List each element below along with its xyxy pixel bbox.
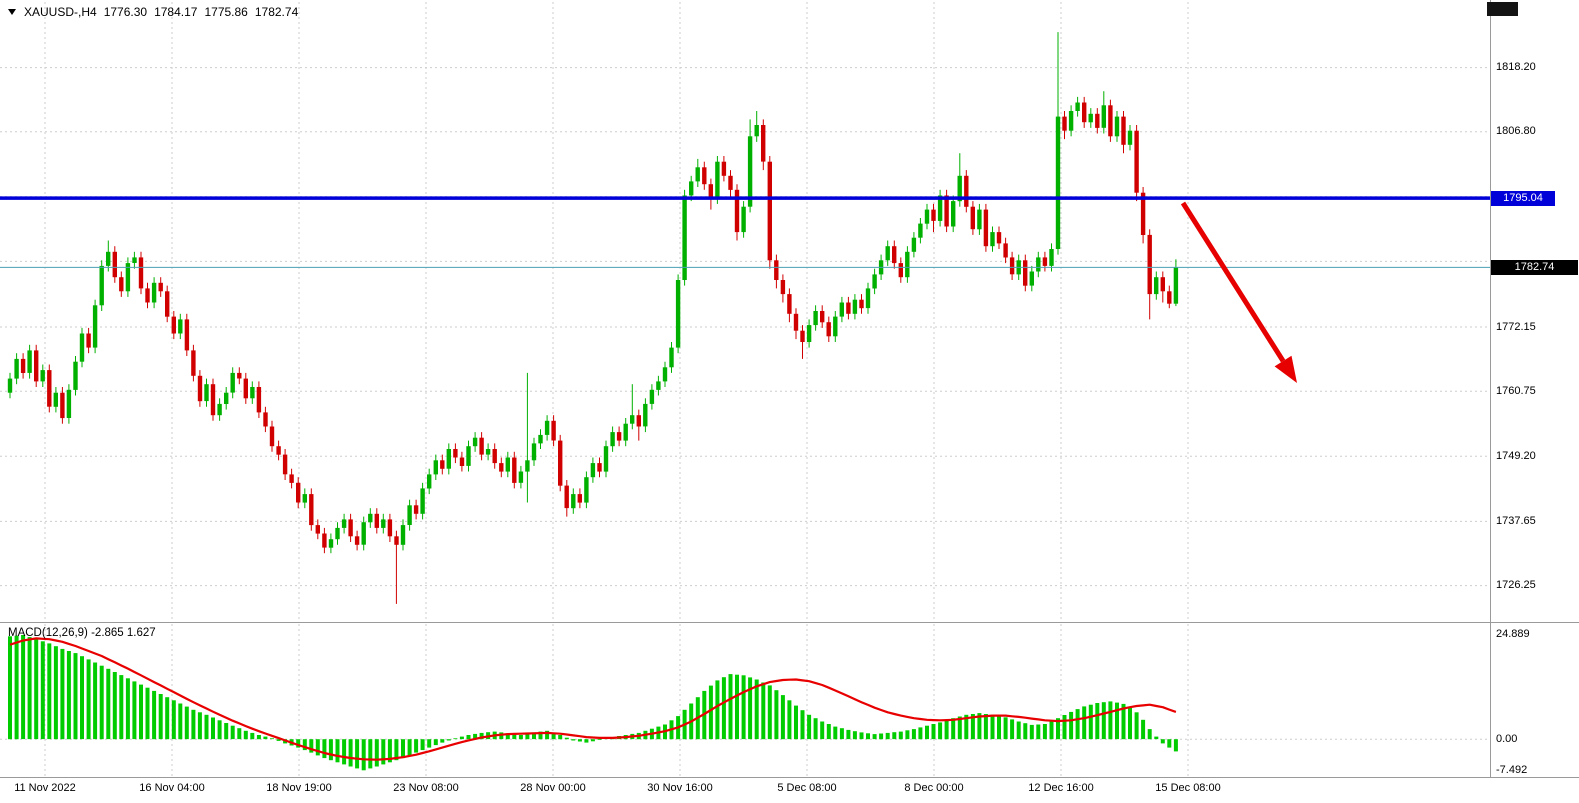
price-tick-label: 1726.25 — [1496, 579, 1536, 592]
date-tick-label: 28 Nov 00:00 — [520, 782, 586, 794]
macd-name: MACD(12,26,9) — [8, 627, 88, 639]
date-tick-label: 5 Dec 08:00 — [777, 782, 837, 794]
date-tick-label: 16 Nov 04:00 — [139, 782, 205, 794]
date-tick-label: 12 Dec 16:00 — [1028, 782, 1094, 794]
macd-values: -2.865 1.627 — [91, 627, 156, 639]
price-tick-label: 1818.20 — [1496, 61, 1536, 74]
price-tick-label: 1737.65 — [1496, 514, 1536, 527]
date-tick-label: 30 Nov 16:00 — [647, 782, 713, 794]
date-tick-label: 15 Dec 08:00 — [1155, 782, 1221, 794]
chart-header: XAUUSD-,H4 1776.30 1784.17 1775.86 1782.… — [8, 5, 298, 19]
macd-tick-label: -7.492 — [1496, 764, 1528, 777]
price-axis-separator — [1490, 0, 1491, 777]
price-tick-label: 1760.75 — [1496, 384, 1536, 397]
symbol-timeframe-label: XAUUSD-,H4 — [24, 5, 97, 19]
date-tick-label: 8 Dec 00:00 — [904, 782, 964, 794]
macd-tick-label: 0.00 — [1496, 732, 1518, 745]
date-tick-label: 23 Nov 08:00 — [393, 782, 459, 794]
trend-arrow[interactable] — [1180, 201, 1297, 383]
price-tick-label: 1806.80 — [1496, 125, 1536, 138]
price-tick-label: 1749.20 — [1496, 449, 1536, 462]
top-right-marker — [1487, 2, 1518, 16]
macd-tick-label: 24.889 — [1496, 628, 1530, 641]
symbol-dropdown-icon[interactable] — [8, 9, 16, 15]
close-value: 1782.74 — [254, 5, 299, 19]
low-value: 1775.86 — [204, 5, 248, 19]
high-value: 1784.17 — [154, 5, 198, 19]
macd-signal-line — [9, 637, 1177, 761]
hline-price-badge: 1795.04 — [1491, 190, 1555, 206]
panel-separator[interactable] — [0, 622, 1579, 623]
open-value: 1776.30 — [103, 5, 148, 19]
macd-indicator-label: MACD(12,26,9) -2.865 1.627 — [8, 627, 156, 639]
date-tick-label: 18 Nov 19:00 — [266, 782, 332, 794]
candlestick-series — [7, 32, 1179, 604]
macd-histogram — [8, 635, 1178, 771]
time-axis-separator — [0, 777, 1579, 778]
bid-price-badge: 1782.74 — [1491, 259, 1578, 275]
grid — [0, 2, 1490, 776]
date-tick-label: 11 Nov 2022 — [14, 782, 76, 794]
price-tick-label: 1772.15 — [1496, 320, 1536, 333]
